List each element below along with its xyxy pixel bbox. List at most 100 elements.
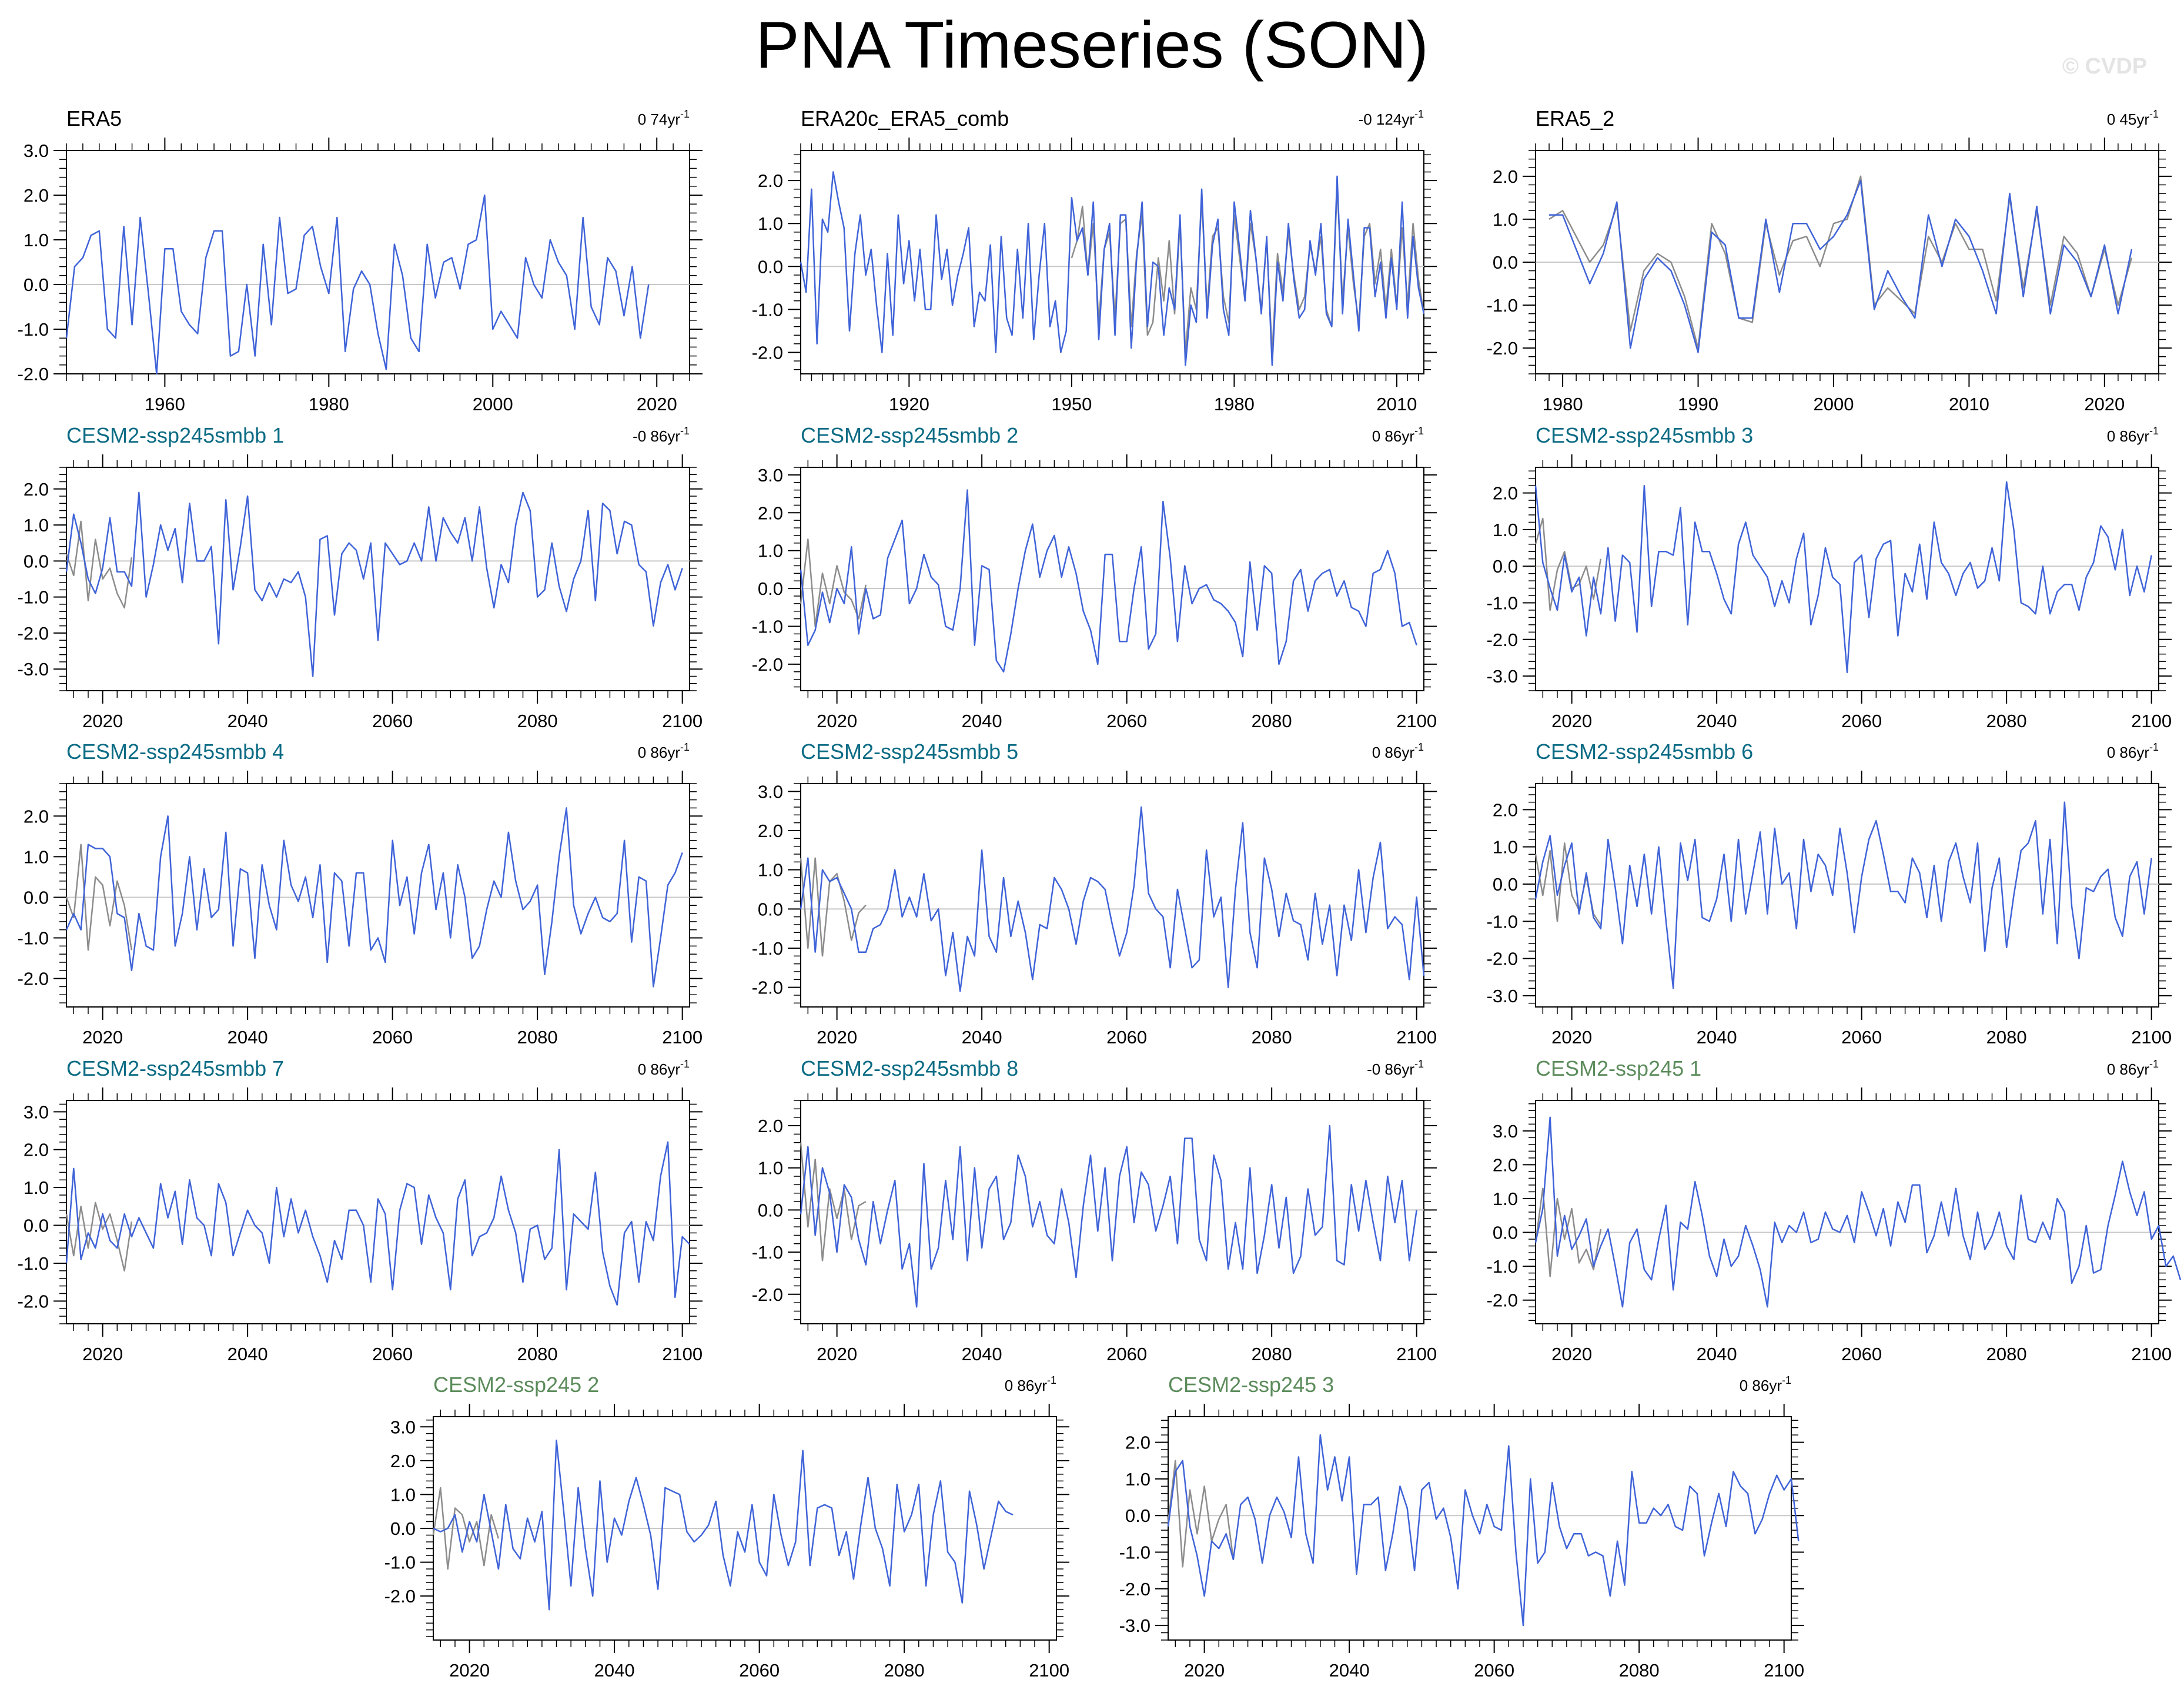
chart-cesm2-ssp245smbb-6-series-primary <box>1534 801 2152 989</box>
chart-cesm2-ssp245-2-trend-unit: -1 <box>1047 1374 1056 1386</box>
chart-cesm2-ssp245-2-ytick-label: 2.0 <box>390 1451 416 1471</box>
chart-era20c-era5-comb-xtick-label: 1920 <box>889 394 929 414</box>
chart-cesm2-ssp245smbb-4-xtick-label: 2100 <box>662 1027 703 1048</box>
chart-cesm2-ssp245smbb-2-frame <box>800 467 1424 691</box>
chart-era5-2-xtick-label: 1980 <box>1543 394 1583 414</box>
chart-era5-2-title: ERA5_2 <box>1536 106 1614 130</box>
chart-cesm2-ssp245smbb-1-series-secondary <box>65 520 133 609</box>
chart-era5-2-trend-value: 0 45yr <box>2107 111 2150 128</box>
chart-era5-2-ytick-label: 2.0 <box>1493 166 1518 187</box>
chart-cesm2-ssp245smbb-4-xtick-label: 2080 <box>517 1027 558 1048</box>
chart-cesm2-ssp245smbb-2: -2.0 -1.0 0.0 1.0 2.0 3.0 2020 2040 2060 2080 2100… <box>752 423 1437 731</box>
chart-cesm2-ssp245-3-ytick-label: 1.0 <box>1125 1469 1150 1490</box>
chart-era20c-era5-comb-frame <box>800 150 1424 374</box>
chart-cesm2-ssp245smbb-2-xtick-label: 2080 <box>1252 711 1292 731</box>
chart-cesm2-ssp245-1-trend-value: 0 86yr <box>2107 1060 2150 1078</box>
chart-cesm2-ssp245smbb-3-xtick-label: 2080 <box>1986 711 2027 731</box>
chart-cesm2-ssp245smbb-8-ytick-label: 1.0 <box>758 1158 783 1179</box>
chart-era5-trend-label: 0 74yr-1 <box>638 108 690 128</box>
chart-cesm2-ssp245smbb-2-series-secondary <box>800 538 867 627</box>
chart-cesm2-ssp245smbb-8-xtick-label: 2060 <box>1106 1344 1147 1364</box>
chart-cesm2-ssp245smbb-7-xtick-label: 2100 <box>662 1344 703 1364</box>
chart-cesm2-ssp245smbb-3-ytick-label: -1.0 <box>1487 593 1518 613</box>
chart-cesm2-ssp245smbb-5: -2.0 -1.0 0.0 1.0 2.0 3.0 2020 2040 2060 2080 2100… <box>752 739 1437 1048</box>
chart-era5-xtick-label: 1980 <box>309 394 349 414</box>
chart-cesm2-ssp245smbb-1-series-primary <box>65 491 683 677</box>
chart-cesm2-ssp245smbb-6-ytick-label: -1.0 <box>1487 911 1518 932</box>
chart-cesm2-ssp245-2-xtick-label: 2080 <box>884 1660 925 1681</box>
chart-cesm2-ssp245smbb-6-trend-unit: -1 <box>2149 741 2159 753</box>
chart-cesm2-ssp245smbb-4-trend-value: 0 86yr <box>638 744 681 761</box>
chart-cesm2-ssp245smbb-4-xtick-label: 2040 <box>228 1027 268 1048</box>
chart-cesm2-ssp245smbb-8-ytick-label: -2.0 <box>752 1284 783 1305</box>
chart-cesm2-ssp245-1-ytick-label: -1.0 <box>1487 1256 1518 1277</box>
chart-cesm2-ssp245smbb-1-trend-label: -0 86yr-1 <box>633 425 690 445</box>
chart-cesm2-ssp245smbb-7-ytick-label: -1.0 <box>18 1253 49 1274</box>
chart-cesm2-ssp245smbb-5-ytick-label: 2.0 <box>758 821 783 841</box>
chart-cesm2-ssp245smbb-8: -2.0 -1.0 0.0 1.0 2.0 2020 2040 2060 2080 2100 CES… <box>752 1056 1437 1364</box>
chart-cesm2-ssp245smbb-4-ytick-label: 2.0 <box>24 806 49 826</box>
chart-cesm2-ssp245smbb-6-ytick-label: -2.0 <box>1487 949 1518 969</box>
chart-cesm2-ssp245-1-xtick-label: 2100 <box>2131 1344 2172 1364</box>
chart-cesm2-ssp245smbb-5-ytick-label: 3.0 <box>758 781 783 802</box>
chart-cesm2-ssp245smbb-7-ytick-label: 0.0 <box>24 1216 49 1236</box>
chart-era5-2: -2.0 -1.0 0.0 1.0 2.0 1980 1990 2000 2010 2020 ERA… <box>1487 106 2172 414</box>
chart-cesm2-ssp245smbb-7-xtick-label: 2080 <box>517 1344 558 1364</box>
chart-cesm2-ssp245smbb-5-trend-unit: -1 <box>1414 741 1424 753</box>
chart-cesm2-ssp245smbb-4-ytick-label: 0.0 <box>24 887 49 908</box>
chart-era20c-era5-comb-xtick-label: 2010 <box>1376 394 1417 414</box>
chart-cesm2-ssp245smbb-4-ytick-label: -2.0 <box>18 969 49 989</box>
chart-cesm2-ssp245smbb-7-ytick-label: 2.0 <box>24 1140 49 1160</box>
chart-cesm2-ssp245smbb-8-ytick-label: 0.0 <box>758 1200 783 1220</box>
chart-cesm2-ssp245smbb-1-frame <box>66 467 690 691</box>
chart-cesm2-ssp245smbb-5-ytick-label: 1.0 <box>758 860 783 881</box>
chart-cesm2-ssp245-2-xtick-label: 2020 <box>449 1660 490 1681</box>
chart-cesm2-ssp245-1-ytick-label: -2.0 <box>1487 1290 1518 1311</box>
chart-cesm2-ssp245-1-trend-label: 0 86yr-1 <box>2107 1058 2159 1078</box>
chart-cesm2-ssp245smbb-5-trend-label: 0 86yr-1 <box>1372 741 1424 761</box>
chart-cesm2-ssp245smbb-3-ytick-label: 1.0 <box>1493 520 1518 540</box>
chart-cesm2-ssp245-2-series-secondary <box>432 1487 500 1570</box>
chart-cesm2-ssp245-2-ytick-label: 3.0 <box>390 1417 416 1437</box>
chart-era20c-era5-comb-series-primary <box>800 171 1425 366</box>
chart-cesm2-ssp245smbb-1-trend-unit: -1 <box>680 425 690 437</box>
chart-era20c-era5-comb-xtick-label: 1950 <box>1051 394 1092 414</box>
chart-cesm2-ssp245-1: -2.0 -1.0 0.0 1.0 2.0 3.0 2020 2040 2060 2080 2100… <box>1487 1056 2182 1364</box>
chart-cesm2-ssp245smbb-6-trend-label: 0 86yr-1 <box>2107 741 2159 761</box>
chart-cesm2-ssp245smbb-2-ytick-label: 0.0 <box>758 578 783 599</box>
chart-cesm2-ssp245-3-xtick-label: 2080 <box>1619 1660 1660 1681</box>
chart-era5-2-trend-unit: -1 <box>2149 108 2159 120</box>
chart-era20c-era5-comb-ytick-label: -1.0 <box>752 299 783 320</box>
chart-cesm2-ssp245smbb-1-xtick-label: 2080 <box>517 711 558 731</box>
chart-cesm2-ssp245smbb-8-series-secondary <box>800 1142 867 1261</box>
chart-cesm2-ssp245smbb-8-xtick-label: 2100 <box>1396 1344 1437 1364</box>
chart-cesm2-ssp245smbb-2-ytick-label: -2.0 <box>752 654 783 675</box>
chart-era20c-era5-comb-trend-value: -0 124yr <box>1359 111 1415 128</box>
chart-cesm2-ssp245smbb-1-ytick-label: -2.0 <box>18 623 49 644</box>
chart-cesm2-ssp245-1-xtick-label: 2020 <box>1551 1344 1592 1364</box>
chart-cesm2-ssp245-2-xtick-label: 2060 <box>739 1660 780 1681</box>
chart-cesm2-ssp245smbb-5-xtick-label: 2080 <box>1252 1027 1292 1048</box>
chart-cesm2-ssp245-2-ytick-label: 0.0 <box>390 1518 416 1539</box>
chart-cesm2-ssp245-2-trend-value: 0 86yr <box>1005 1377 1048 1394</box>
chart-cesm2-ssp245smbb-3-trend-unit: -1 <box>2149 425 2159 437</box>
chart-era5-2-xtick-label: 2020 <box>2084 394 2125 414</box>
chart-cesm2-ssp245smbb-2-trend-value: 0 86yr <box>1372 427 1415 445</box>
chart-era5-2-series-primary <box>1549 179 2133 353</box>
chart-cesm2-ssp245smbb-3-ytick-label: -3.0 <box>1487 666 1518 687</box>
chart-cesm2-ssp245smbb-6-xtick-label: 2100 <box>2131 1027 2172 1048</box>
chart-era5-2-xtick-label: 1990 <box>1678 394 1718 414</box>
chart-cesm2-ssp245smbb-5-ytick-label: -1.0 <box>752 938 783 959</box>
chart-cesm2-ssp245smbb-6-trend-value: 0 86yr <box>2107 744 2150 761</box>
chart-cesm2-ssp245smbb-7-frame <box>66 1100 690 1324</box>
chart-cesm2-ssp245smbb-2-ytick-label: 2.0 <box>758 503 783 523</box>
chart-era5-ytick-label: 0.0 <box>24 275 49 295</box>
chart-cesm2-ssp245smbb-8-ytick-label: 2.0 <box>758 1116 783 1136</box>
chart-era5-ytick-label: 1.0 <box>24 230 49 250</box>
chart-era20c-era5-comb-series-secondary <box>1071 184 1425 353</box>
chart-cesm2-ssp245smbb-2-xtick-label: 2020 <box>817 711 857 731</box>
chart-era5-ytick-label: -2.0 <box>18 364 49 384</box>
chart-cesm2-ssp245smbb-4-series-secondary <box>65 844 133 951</box>
chart-era20c-era5-comb-ytick-label: 1.0 <box>758 213 783 234</box>
chart-cesm2-ssp245-1-ytick-label: 0.0 <box>1493 1223 1518 1243</box>
